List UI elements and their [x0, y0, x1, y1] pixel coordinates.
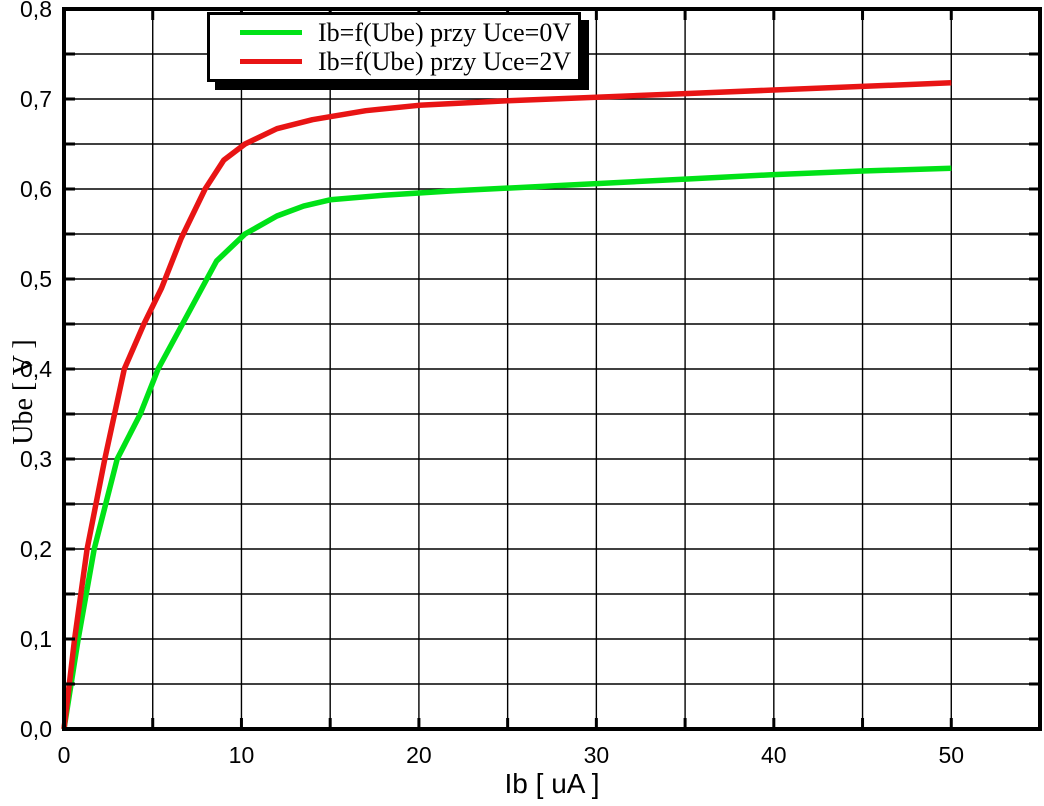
y-axis-title: Ube [ V ] [8, 339, 39, 445]
grid [64, 9, 1040, 729]
legend-label: Ib=f(Ube) przy Uce=0V [318, 17, 572, 47]
legend-color-sample [240, 59, 302, 64]
y-tick-label: 0,6 [20, 176, 52, 202]
y-tick-labels: 0,0 0,1 0,2 0,3 0,4 0,5 0,6 0,7 0,8 [20, 0, 52, 742]
y-tick-label: 0,7 [20, 86, 52, 112]
y-tick-label: 0,2 [20, 536, 52, 562]
y-tick-label: 0,1 [20, 626, 52, 652]
series-line-0 [61, 165, 952, 730]
y-tick-label: 0,3 [20, 446, 52, 472]
series-line-1 [61, 80, 952, 730]
legend: Ib=f(Ube) przy Uce=0V Ib=f(Ube) przy Uce=… [207, 12, 581, 82]
x-tick-label: 50 [938, 742, 964, 768]
y-tick-label: 0,8 [20, 0, 52, 22]
y-tick-label: 0,4 [20, 356, 52, 382]
x-tick-labels: 0 10 20 30 40 50 [58, 742, 964, 768]
x-tick-label: 30 [584, 742, 610, 768]
legend-label: Ib=f(Ube) przy Uce=2V [318, 46, 572, 76]
x-tick-label: 40 [761, 742, 787, 768]
x-tick-label: 10 [229, 742, 255, 768]
x-axis-title: Ib [ uA ] [504, 768, 600, 799]
legend-item: Ib=f(Ube) przy Uce=2V [240, 47, 578, 76]
y-tick-label: 0,0 [20, 716, 52, 742]
legend-item: Ib=f(Ube) przy Uce=0V [240, 18, 578, 47]
x-tick-label: 20 [406, 742, 432, 768]
x-tick-label: 0 [58, 742, 71, 768]
legend-color-sample [240, 30, 302, 35]
y-tick-label: 0,5 [20, 266, 52, 292]
